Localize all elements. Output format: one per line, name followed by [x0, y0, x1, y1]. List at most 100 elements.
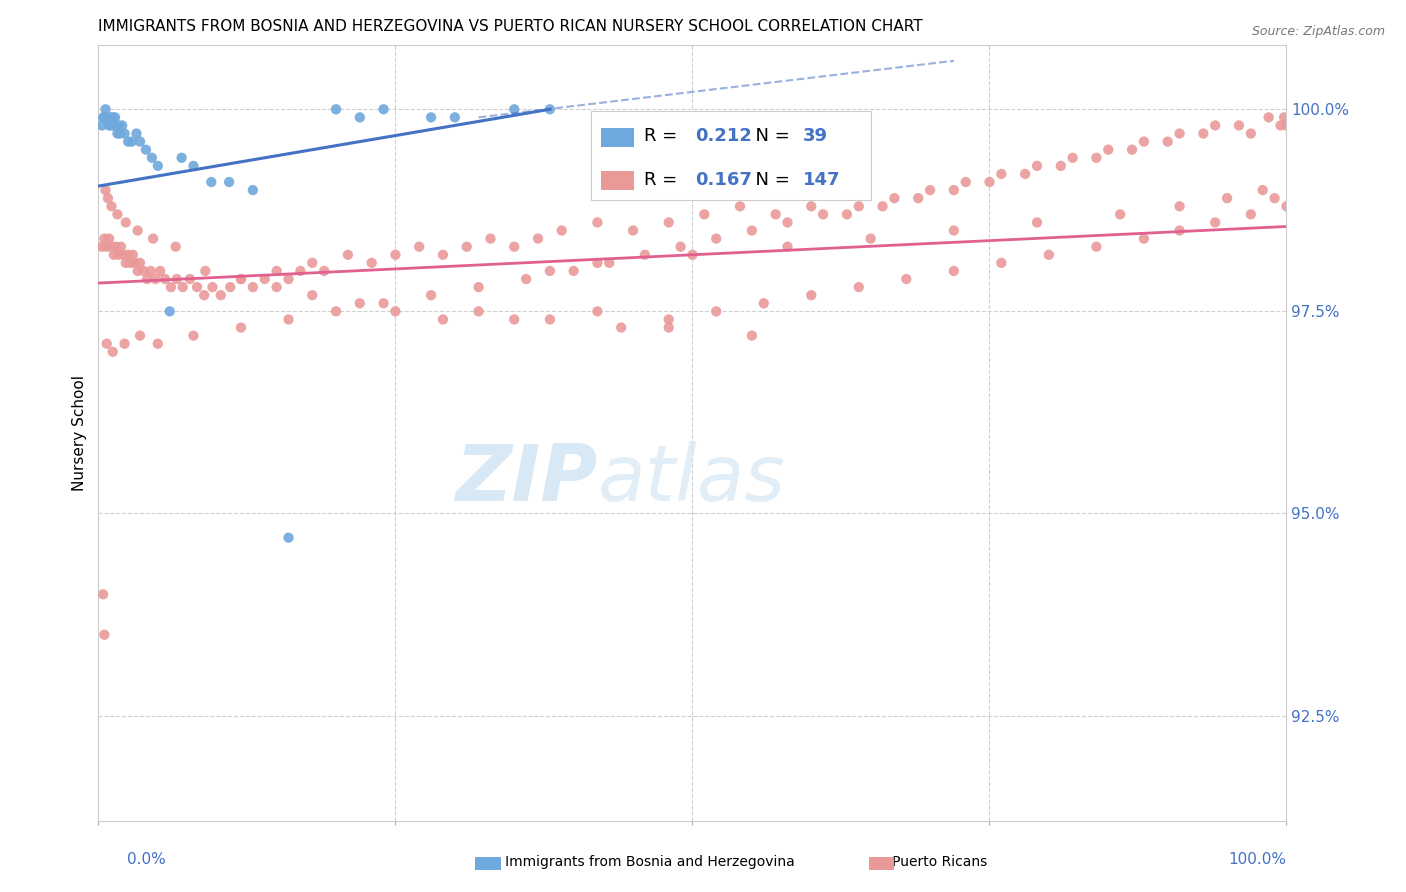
Point — [1216, 191, 1239, 205]
Point — [1049, 159, 1071, 173]
Point — [141, 151, 163, 165]
Point — [336, 248, 359, 262]
Point — [101, 344, 124, 359]
Point — [96, 240, 118, 254]
Text: 0.167: 0.167 — [695, 170, 752, 188]
Point — [107, 127, 129, 141]
Point — [114, 336, 136, 351]
Point — [1109, 207, 1132, 221]
Point — [1038, 248, 1060, 262]
Point — [990, 256, 1012, 270]
Point — [107, 248, 129, 262]
Point — [384, 248, 406, 262]
Point — [91, 111, 114, 125]
Point — [1085, 240, 1108, 254]
Point — [503, 103, 526, 117]
Point — [479, 232, 502, 246]
Point — [93, 111, 115, 125]
FancyBboxPatch shape — [592, 111, 870, 200]
Point — [114, 256, 136, 270]
Point — [741, 328, 763, 343]
Text: 100.0%: 100.0% — [1229, 852, 1286, 867]
Point — [136, 272, 159, 286]
Point — [117, 248, 139, 262]
Point — [1240, 127, 1263, 141]
Point — [551, 223, 574, 237]
Point — [373, 296, 395, 310]
Point — [1133, 232, 1156, 246]
Point — [266, 280, 288, 294]
Point — [907, 191, 929, 205]
Point — [610, 320, 633, 334]
Point — [349, 296, 371, 310]
Point — [1062, 151, 1084, 165]
Point — [101, 111, 124, 125]
Text: Immigrants from Bosnia and Herzegovina: Immigrants from Bosnia and Herzegovina — [492, 855, 794, 869]
Point — [98, 119, 121, 133]
Point — [693, 207, 716, 221]
Point — [145, 272, 167, 286]
Point — [704, 304, 727, 318]
Point — [111, 119, 134, 133]
Point — [132, 264, 155, 278]
Point — [1168, 127, 1191, 141]
Point — [149, 264, 172, 278]
Point — [108, 127, 131, 141]
Text: R =: R = — [644, 128, 683, 145]
Point — [704, 232, 727, 246]
Point — [373, 103, 395, 117]
Point — [103, 248, 125, 262]
Point — [634, 248, 657, 262]
Point — [219, 280, 242, 294]
Point — [835, 207, 858, 221]
Point — [467, 304, 489, 318]
Point — [129, 328, 152, 343]
Text: R =: R = — [644, 170, 683, 188]
Point — [562, 264, 585, 278]
Point — [277, 272, 299, 286]
Point — [776, 240, 799, 254]
Point — [658, 215, 681, 229]
Point — [444, 111, 467, 125]
Point — [139, 264, 162, 278]
Point — [98, 232, 121, 246]
FancyBboxPatch shape — [600, 128, 634, 147]
FancyBboxPatch shape — [600, 171, 634, 191]
Point — [93, 232, 115, 246]
Point — [420, 111, 443, 125]
Point — [314, 264, 336, 278]
Point — [120, 256, 142, 270]
Point — [266, 264, 288, 278]
Point — [179, 272, 201, 286]
Point — [124, 256, 146, 270]
Point — [942, 183, 965, 197]
Point — [503, 312, 526, 326]
Point — [811, 207, 834, 221]
Point — [955, 175, 977, 189]
Point — [1121, 143, 1143, 157]
Point — [301, 288, 323, 302]
Point — [1168, 223, 1191, 237]
Point — [114, 215, 136, 229]
Point — [1085, 151, 1108, 165]
Point — [229, 320, 252, 334]
Point — [165, 240, 187, 254]
Point — [1264, 191, 1286, 205]
Point — [800, 288, 823, 302]
Point — [97, 111, 120, 125]
Point — [586, 304, 609, 318]
Point — [94, 103, 117, 117]
Point — [728, 199, 751, 213]
Point — [1026, 159, 1049, 173]
Point — [1275, 119, 1298, 133]
Point — [1240, 207, 1263, 221]
Point — [872, 199, 894, 213]
Point — [127, 223, 149, 237]
Point — [110, 240, 132, 254]
Point — [135, 143, 157, 157]
Point — [229, 272, 252, 286]
Point — [658, 320, 681, 334]
Point — [129, 256, 152, 270]
Point — [200, 175, 222, 189]
Point — [848, 280, 870, 294]
